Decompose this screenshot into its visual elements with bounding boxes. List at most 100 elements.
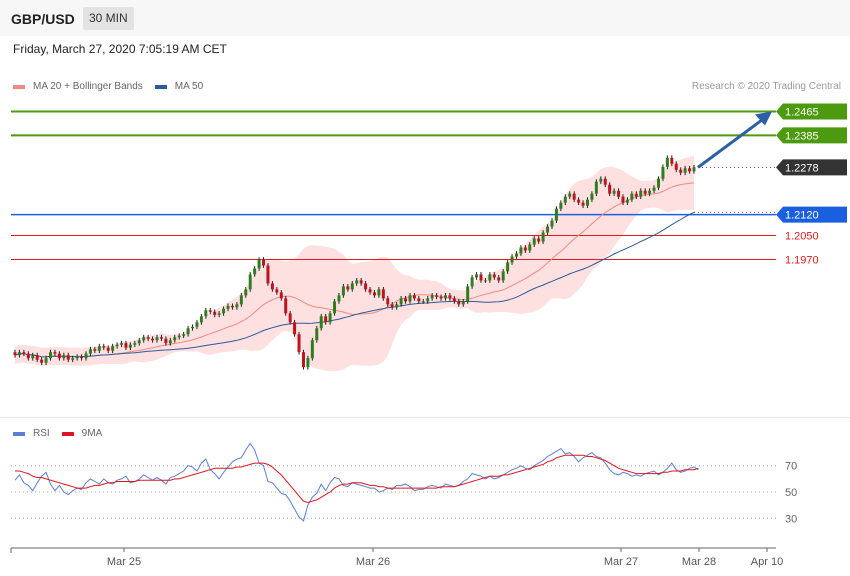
candle-body	[195, 322, 199, 327]
candle-body	[288, 313, 292, 323]
candle-body	[244, 289, 248, 296]
candle-body	[452, 298, 456, 302]
candle-body	[226, 305, 230, 309]
x-tick-label: Mar 27	[604, 556, 638, 568]
rsi-line	[14, 442, 699, 522]
candle-body	[594, 181, 598, 194]
level-tag-1.2385	[776, 127, 847, 144]
x-tick-label: Mar 28	[682, 556, 716, 568]
candle-body	[275, 289, 279, 293]
ma20-line	[14, 182, 695, 358]
candle-body	[559, 202, 563, 209]
candle-body	[612, 190, 616, 194]
candle-body	[568, 193, 572, 197]
candle-body	[603, 178, 607, 185]
candle-body	[306, 358, 310, 368]
candle-body	[22, 352, 26, 354]
candle-body	[328, 313, 332, 323]
level-label-1.2278: 1.2278	[785, 162, 819, 174]
candle-body	[652, 187, 656, 191]
x-tick-label: Apr 10	[751, 556, 783, 568]
candle-body	[355, 280, 359, 284]
candle-body	[182, 334, 186, 336]
rsi-level-label: 30	[785, 513, 797, 525]
candle-body	[88, 349, 92, 354]
candle-body	[257, 259, 261, 269]
candle-body	[235, 304, 239, 308]
candle-body	[688, 168, 692, 172]
candle-body	[49, 352, 53, 359]
candle-body	[395, 304, 399, 308]
candle-body	[191, 326, 195, 329]
candle-body	[142, 337, 146, 341]
candle-body	[115, 344, 119, 347]
candle-body	[137, 340, 141, 344]
research-credit: Research © 2020 Trading Central	[691, 81, 841, 92]
rsi-legend-label: RSI	[33, 428, 50, 439]
candle-body	[483, 280, 487, 282]
forecast-arrow-head	[755, 111, 772, 126]
forecast-arrow	[697, 111, 772, 169]
candle-body	[26, 353, 30, 359]
candle-body	[683, 168, 687, 173]
timeframe-button[interactable]: 30 MIN	[83, 7, 134, 30]
candle-body	[466, 286, 470, 302]
candle-body	[146, 337, 150, 339]
candle-body	[554, 208, 558, 221]
candle-body	[377, 289, 381, 296]
candle-body	[186, 328, 190, 335]
candle-body	[337, 295, 341, 302]
candle-body	[372, 292, 376, 296]
ma50-swatch	[154, 84, 167, 89]
bollinger-band-fill	[15, 155, 694, 372]
candle-body	[381, 289, 385, 299]
x-tick-label: Mar 25	[107, 556, 141, 568]
moving-averages	[14, 182, 695, 358]
level-label-1.2385: 1.2385	[785, 130, 819, 142]
level-label-1.1970: 1.1970	[785, 254, 819, 266]
candle-body	[248, 274, 252, 290]
candle-body	[448, 295, 452, 299]
candle-body	[546, 226, 550, 233]
candle-body	[648, 190, 652, 194]
candle-body	[279, 292, 283, 299]
candle-body	[621, 196, 625, 203]
candle-body	[310, 340, 314, 359]
candle-body	[590, 193, 594, 200]
candle-body	[501, 271, 505, 281]
rsi-legend: RSI 9MA	[13, 428, 102, 439]
rsi-pane: 70 50 30	[11, 442, 797, 525]
candle-body	[386, 298, 390, 305]
candle-body	[319, 316, 323, 329]
candle-body	[253, 268, 257, 275]
candle-body	[426, 298, 430, 302]
x-tick-label: Mar 26	[356, 556, 390, 568]
candle-body	[656, 178, 660, 188]
candle-body	[674, 163, 678, 170]
candle-body	[634, 193, 638, 197]
candle-body	[159, 337, 163, 339]
candlesticks	[13, 155, 696, 370]
candle-body	[71, 358, 75, 360]
rsi-swatch	[13, 431, 25, 436]
candle-body	[177, 335, 181, 338]
candle-body	[199, 316, 203, 323]
candle-body	[670, 157, 674, 164]
candle-body	[537, 238, 541, 242]
candle-body	[297, 334, 301, 353]
candle-body	[528, 244, 532, 251]
candle-body	[262, 259, 266, 266]
rsi-ma-swatch	[61, 431, 74, 436]
candle-body	[44, 358, 48, 363]
candle-body	[479, 274, 483, 281]
candle-body	[350, 283, 354, 290]
candle-body	[17, 352, 21, 356]
candle-body	[62, 355, 66, 359]
candle-body	[270, 283, 274, 290]
candle-body	[324, 316, 328, 323]
candle-body	[75, 356, 79, 359]
candle-body	[550, 220, 554, 227]
candle-body	[475, 274, 479, 278]
candle-body	[457, 301, 461, 305]
